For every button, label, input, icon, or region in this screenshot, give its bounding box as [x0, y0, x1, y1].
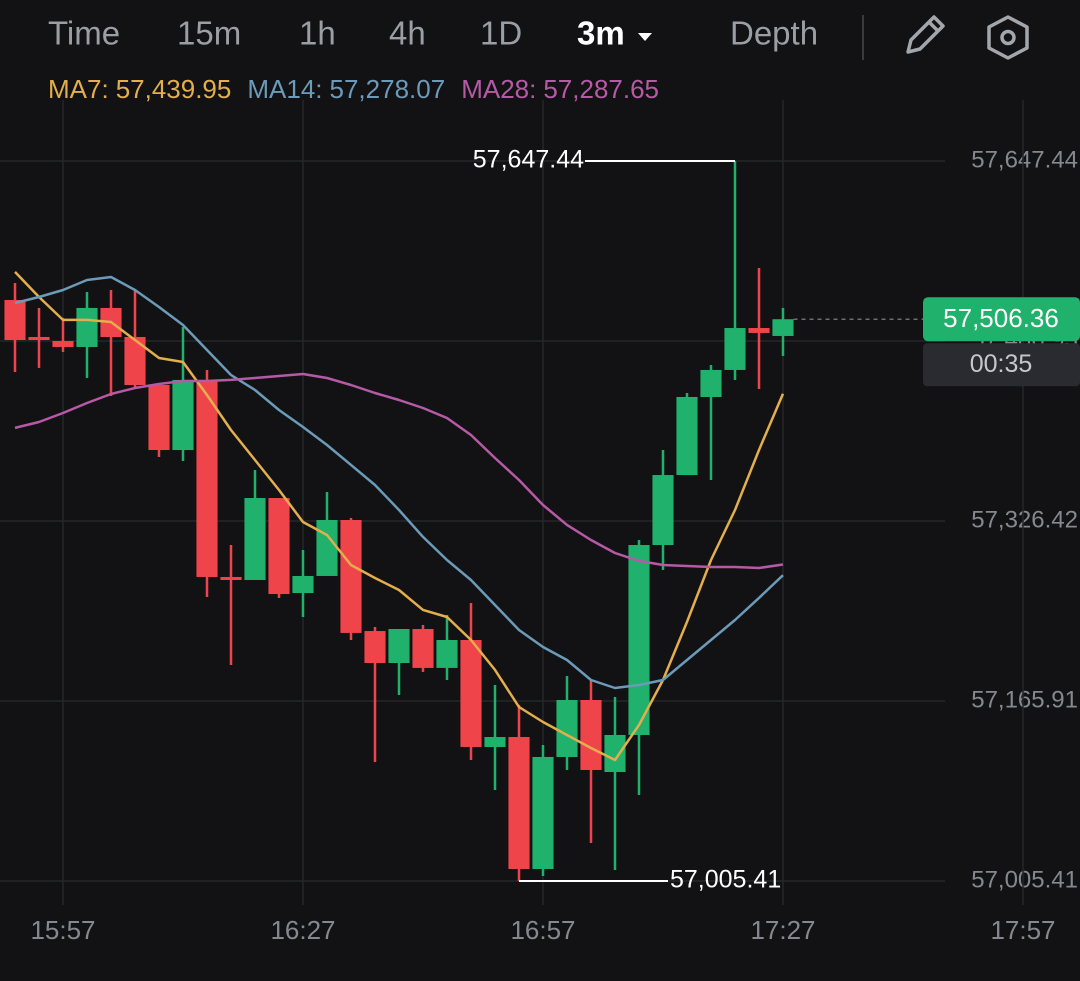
candle-body [196, 379, 218, 577]
x-tick-label: 17:27 [750, 915, 815, 945]
candle-body [652, 475, 674, 546]
plot [4, 160, 794, 881]
candle-body [628, 545, 650, 735]
candle-body [748, 328, 770, 333]
interval-tab[interactable]: 1h [299, 15, 336, 52]
candle-body [292, 575, 314, 594]
candle-body [508, 737, 530, 870]
candle-body [580, 700, 602, 770]
candle-body [676, 396, 698, 476]
legend-name: MA7: [48, 74, 109, 104]
candle-body [28, 336, 50, 341]
legend-name: MA14: [247, 74, 322, 104]
ma-legend: MA7: 57,439.95 MA14: 57,278.07 MA28: 57,287.6… [48, 74, 659, 104]
interval-tab[interactable]: 15m [177, 15, 241, 52]
candle-body [532, 756, 554, 870]
candle-body [220, 576, 242, 581]
candle-body [772, 319, 794, 336]
settings-icon[interactable] [987, 15, 1029, 60]
legend-name: MA28: [461, 74, 536, 104]
candle-body [172, 379, 194, 451]
candle-body [460, 640, 482, 747]
min-annotation-label: 57,005.41 [670, 866, 781, 894]
max-annotation-label: 57,647.44 [473, 146, 584, 174]
x-tick-label: 17:57 [990, 915, 1055, 945]
candle-body [4, 299, 26, 341]
interval-tab[interactable]: 4h [389, 15, 426, 52]
legend-value: 57,287.65 [543, 74, 659, 104]
selected-interval[interactable]: 3m [577, 15, 625, 52]
candle-body [124, 336, 146, 385]
candle-body [724, 328, 746, 370]
candle-body [268, 498, 290, 595]
countdown-box [923, 343, 1080, 387]
candle-body [52, 341, 74, 347]
candle-body [484, 737, 506, 747]
candle-body [700, 369, 722, 397]
candle-body [148, 384, 170, 451]
ma-line [14, 372, 784, 570]
last-price-label: 57,506.36 [943, 303, 1059, 333]
last-price-tag [923, 297, 1080, 342]
overlay: 57,647.44 57,005.41 57,506.36 00:35 [473, 146, 1080, 894]
header: Time 15m 1h 4h 1D 3m Depth MA7: 57,439.95 MA14: 57… [48, 15, 1029, 104]
ma-line [14, 275, 784, 690]
candle-body [388, 629, 410, 663]
candle-body [412, 629, 434, 668]
candle-body [436, 640, 458, 668]
ma-line [14, 271, 785, 762]
x-tick-label: 16:57 [510, 915, 575, 945]
candle-body [340, 520, 362, 633]
y-tick-label: 57,165.91 [971, 686, 1078, 713]
candle-body [244, 498, 266, 581]
depth-tab[interactable]: Depth [730, 15, 818, 52]
y-tick-label: 57,647.44 [971, 146, 1078, 173]
countdown: 00:35 [970, 350, 1033, 378]
candle-body [604, 734, 626, 772]
x-tick-label: 16:27 [270, 915, 335, 945]
candle-body [316, 520, 338, 576]
y-tick-label: 57,326.42 [971, 506, 1078, 533]
y-tick-label: 57,005.41 [971, 866, 1078, 893]
interval-tab[interactable]: 1D [480, 15, 522, 52]
candle-body [76, 307, 98, 347]
candle-body [364, 631, 386, 663]
x-tick-label: 15:57 [30, 915, 95, 945]
legend-value: 57,278.07 [330, 74, 446, 104]
candle-body [556, 700, 578, 757]
dropdown-arrow[interactable] [638, 33, 652, 41]
interval-tab[interactable]: Time [48, 15, 120, 52]
legend-value: 57,439.95 [116, 74, 232, 104]
draw-tool-icon[interactable] [906, 15, 945, 54]
